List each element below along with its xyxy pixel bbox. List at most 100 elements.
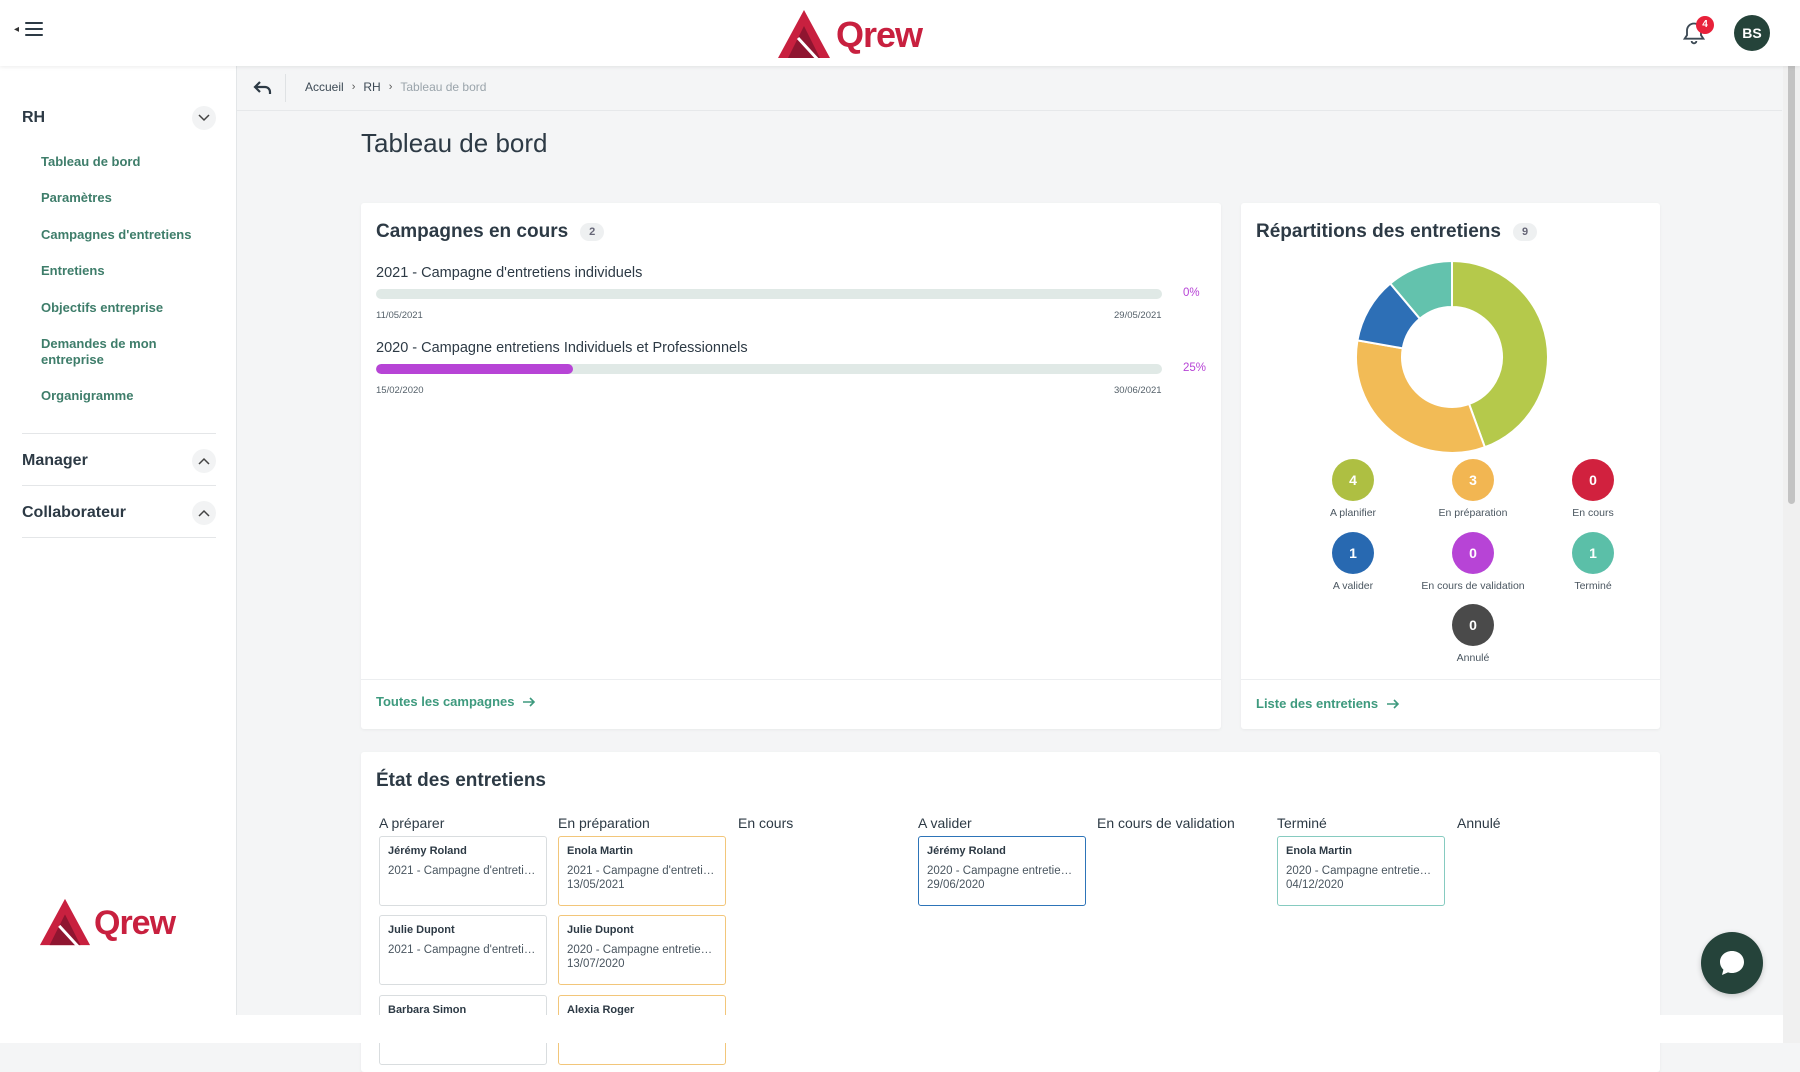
- kanban-card[interactable]: Jérémy Roland 2021 - Campagne d'entretien…: [379, 836, 547, 906]
- kanban-card[interactable]: Enola Martin 2021 - Campagne d'entretiens…: [558, 836, 726, 906]
- campaign-name[interactable]: 2021 - Campagne d'entretiens individuels: [376, 265, 643, 281]
- campaigns-title: Campagnes en cours 2: [376, 221, 605, 243]
- chevron-left-icon: ◂: [14, 23, 20, 35]
- sidebar-item-tableau-de-bord[interactable]: Tableau de bord: [41, 154, 141, 169]
- stat-count[interactable]: 4: [1332, 459, 1374, 501]
- sidebar-item-campagnes[interactable]: Campagnes d'entretiens: [41, 227, 192, 242]
- stat-en-cours-de-validation: 0 En cours de validation: [1413, 532, 1533, 592]
- breadcrumb-rh[interactable]: RH: [363, 80, 381, 94]
- stat-termin-: 1 Terminé: [1533, 532, 1653, 592]
- stat-count[interactable]: 0: [1452, 532, 1494, 574]
- kanban-card[interactable]: Julie Dupont 2020 - Campagne entretiens I…: [558, 915, 726, 985]
- donut-slice-termin-[interactable]: [1388, 259, 1453, 321]
- all-campaigns-link[interactable]: Toutes les campagnes: [376, 694, 536, 709]
- card-title-text: Campagnes en cours: [376, 221, 569, 242]
- header-logo[interactable]: Qrew: [776, 8, 923, 62]
- sidebar-section-manager[interactable]: Manager: [22, 449, 216, 473]
- kanban-card-name: Julie Dupont: [388, 924, 455, 936]
- etat-title: État des entretiens: [376, 770, 546, 792]
- sidebar-item-organigramme[interactable]: Organigramme: [41, 388, 134, 403]
- kanban-column-header: En cours: [738, 815, 794, 831]
- kanban-card[interactable]: Jérémy Roland 2020 - Campagne entretiens …: [918, 836, 1086, 906]
- donut-slice-en-pr-paration[interactable]: [1355, 339, 1487, 454]
- campaign-progress-bar: [376, 364, 1162, 374]
- sidebar-section-title: RH: [22, 109, 46, 126]
- stat-count[interactable]: 3: [1452, 459, 1494, 501]
- chevron-right-icon: ›: [351, 81, 356, 93]
- kanban-card-date: 04/12/2020: [1286, 879, 1344, 891]
- card-title-text: Répartitions des entretiens: [1256, 221, 1501, 242]
- stat-count[interactable]: 1: [1332, 532, 1374, 574]
- divider: [361, 679, 1221, 680]
- kanban-card-campaign: 2020 - Campagne entretiens Individuels e…: [1286, 865, 1436, 877]
- stat-label: En préparation: [1438, 507, 1508, 519]
- logo-text: Qrew: [94, 903, 176, 942]
- stat-count[interactable]: 0: [1452, 604, 1494, 646]
- campaign-end-date: 29/05/2021: [1114, 310, 1162, 321]
- hamburger-icon: [25, 22, 44, 36]
- kanban-card[interactable]: Enola Martin 2020 - Campagne entretiens I…: [1277, 836, 1445, 906]
- breadcrumb: Accueil › RH › Tableau de bord: [305, 80, 486, 94]
- chat-button[interactable]: [1701, 932, 1763, 994]
- stat-annul-: 0 Annulé: [1413, 604, 1533, 664]
- kanban-card-date: 13/05/2021: [567, 879, 625, 891]
- breadcrumb-accueil[interactable]: Accueil: [305, 80, 344, 94]
- kanban-card[interactable]: Julie Dupont 2021 - Campagne d'entretiens…: [379, 915, 547, 985]
- stat-count[interactable]: 0: [1572, 459, 1614, 501]
- top-bar: ◂ Qrew 4 BS: [0, 0, 1800, 66]
- chat-bubble-icon: [1720, 951, 1744, 975]
- sidebar-item-objectifs[interactable]: Objectifs entreprise: [41, 300, 164, 315]
- divider: [1241, 679, 1660, 680]
- campaign-name[interactable]: 2020 - Campagne entretiens Individuels e…: [376, 340, 748, 356]
- donut-slice-a-planifier[interactable]: [1451, 259, 1549, 449]
- breadcrumb-bar: Accueil › RH › Tableau de bord: [237, 66, 1782, 111]
- count-badge: 9: [1512, 223, 1538, 241]
- back-arrow-icon[interactable]: [251, 76, 275, 100]
- stat-label: A valider: [1332, 580, 1374, 592]
- kanban-card-name: Julie Dupont: [567, 924, 634, 936]
- kanban-card-name: Barbara Simon: [388, 1004, 467, 1016]
- kanban-card-name: Enola Martin: [1286, 845, 1353, 857]
- qrew-logo-icon: [39, 898, 91, 950]
- kanban-card-date: 29/06/2020: [927, 879, 985, 891]
- menu-toggle-button[interactable]: ◂: [14, 22, 44, 36]
- arrow-right-icon: [523, 696, 536, 707]
- sidebar-logo: Qrew: [38, 896, 176, 950]
- sidebar-item-entretiens[interactable]: Entretiens: [41, 263, 105, 278]
- stat-count[interactable]: 1: [1572, 532, 1614, 574]
- kanban-card-campaign: 2020 - Campagne entretiens Individuels e…: [927, 865, 1077, 877]
- logo-text: Qrew: [836, 14, 923, 55]
- stat-label: Annulé: [1456, 652, 1490, 664]
- link-text: Toutes les campagnes: [376, 694, 515, 709]
- scrollbar[interactable]: [1783, 0, 1800, 1043]
- sidebar-item-parametres[interactable]: Paramètres: [41, 190, 112, 205]
- stat-label: En cours de validation: [1421, 580, 1525, 592]
- sidebar-section-rh[interactable]: RH: [22, 106, 216, 130]
- stat-label: Terminé: [1574, 580, 1612, 592]
- stat-a-valider: 1 A valider: [1293, 532, 1413, 592]
- user-avatar[interactable]: BS: [1734, 15, 1770, 51]
- chevron-up-icon: [192, 449, 216, 473]
- all-interviews-link[interactable]: Liste des entretiens: [1256, 696, 1400, 711]
- scrollbar-thumb[interactable]: [1788, 8, 1795, 504]
- page-title: Tableau de bord: [361, 128, 548, 158]
- kanban-column-header: Terminé: [1277, 815, 1327, 831]
- divider: [22, 537, 216, 538]
- campaign-progress-bar: [376, 289, 1162, 299]
- arrow-right-icon: [1387, 698, 1400, 709]
- chevron-right-icon: ›: [388, 81, 393, 93]
- campaign-start-date: 11/05/2021: [376, 310, 423, 321]
- kanban-column-header: En préparation: [558, 815, 650, 831]
- kanban-card-campaign: 2021 - Campagne d'entretiens individuels: [388, 944, 538, 956]
- campaign-start-date: 15/02/2020: [376, 385, 424, 396]
- sidebar-section-collaborateur[interactable]: Collaborateur: [22, 501, 216, 525]
- sidebar-section-title: Collaborateur: [22, 504, 127, 521]
- kanban-card-name: Jérémy Roland: [927, 845, 1006, 857]
- sidebar: RH Tableau de bord Paramètres Campagnes …: [0, 66, 237, 1043]
- kanban-card-campaign: 2020 - Campagne entretiens Individuels e…: [567, 944, 717, 956]
- stat-a-planifier: 4 A planifier: [1293, 459, 1413, 519]
- kanban-column-header: Annulé: [1457, 815, 1501, 831]
- link-text: Liste des entretiens: [1256, 696, 1379, 711]
- card-title-text: État des entretiens: [376, 770, 546, 791]
- sidebar-item-demandes[interactable]: Demandes de mon entreprise: [41, 336, 157, 367]
